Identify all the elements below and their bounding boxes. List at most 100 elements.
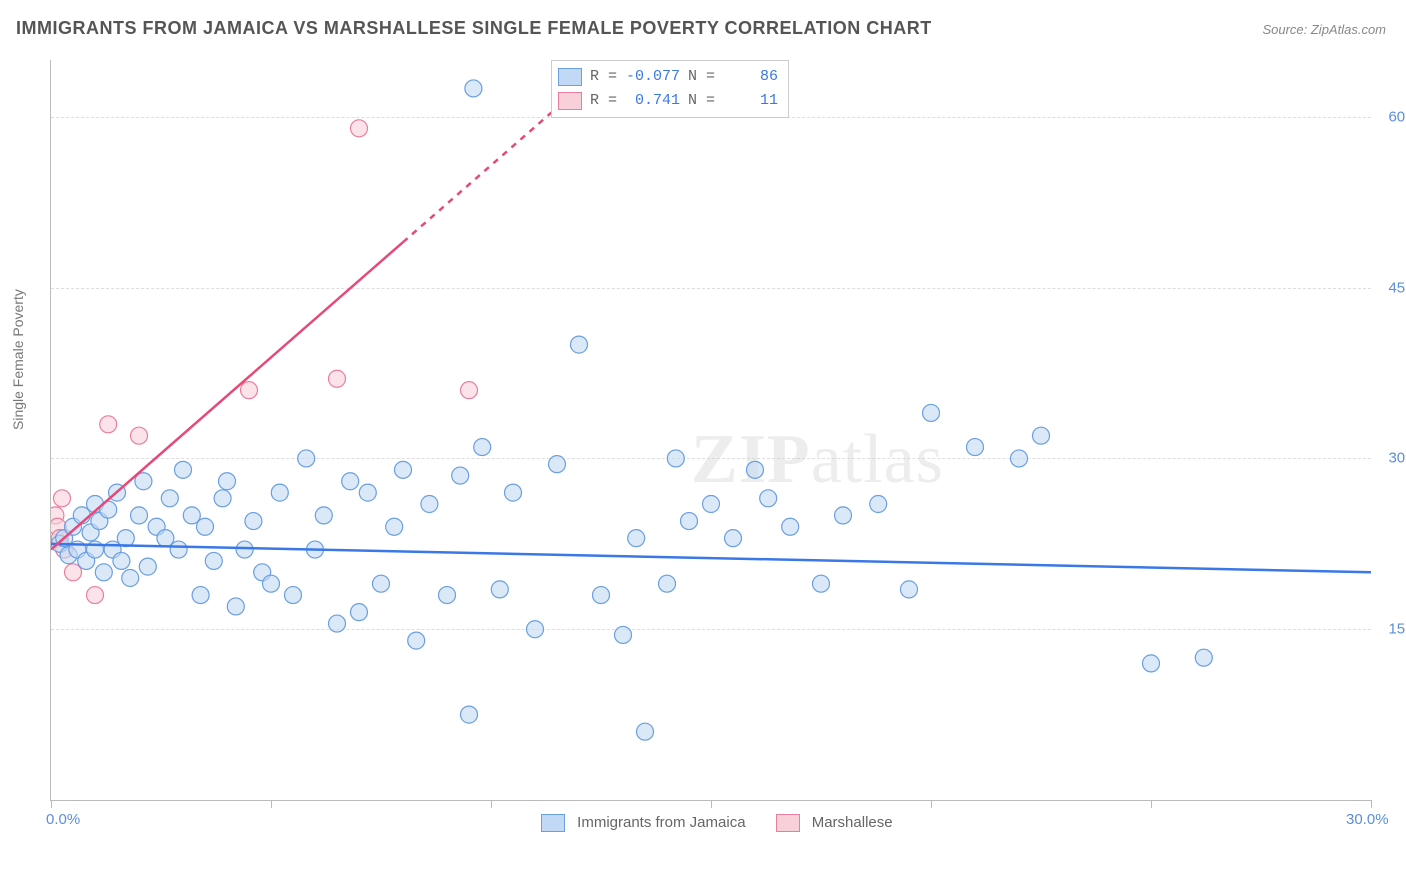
data-point [342, 473, 359, 490]
x-tick [711, 800, 712, 808]
scatter-svg [51, 60, 1371, 800]
x-tick [1371, 800, 1372, 808]
data-point [813, 575, 830, 592]
x-tick-label: 0.0% [46, 811, 80, 828]
data-point [329, 615, 346, 632]
data-point [870, 496, 887, 513]
bottom-legend: Immigrants from Jamaica Marshallese [541, 814, 893, 832]
data-point [923, 404, 940, 421]
data-point [95, 564, 112, 581]
plot-area: 15.0%30.0%45.0%60.0% ZIPatlas R = -0.077… [50, 60, 1371, 801]
data-point [1033, 427, 1050, 444]
n-value-marshallese: 11 [723, 89, 778, 113]
data-point [452, 467, 469, 484]
stats-swatch-jamaica [558, 68, 582, 86]
data-point [113, 552, 130, 569]
data-point [386, 518, 403, 535]
data-point [100, 416, 117, 433]
n-value-jamaica: 86 [723, 65, 778, 89]
data-point [659, 575, 676, 592]
stats-swatch-marshallese [558, 92, 582, 110]
legend-swatch-jamaica [541, 814, 565, 832]
data-point [131, 427, 148, 444]
data-point [461, 382, 478, 399]
data-point [681, 513, 698, 530]
data-point [175, 461, 192, 478]
x-tick [1151, 800, 1152, 808]
data-point [491, 581, 508, 598]
data-point [236, 541, 253, 558]
data-point [54, 490, 71, 507]
data-point [725, 530, 742, 547]
data-point [241, 382, 258, 399]
data-point [461, 706, 478, 723]
legend-label-marshallese: Marshallese [812, 814, 893, 831]
data-point [351, 120, 368, 137]
data-point [285, 587, 302, 604]
r-value-jamaica: -0.077 [625, 65, 680, 89]
data-point [122, 570, 139, 587]
data-point [760, 490, 777, 507]
data-point [395, 461, 412, 478]
data-point [549, 456, 566, 473]
stats-legend-box: R = -0.077 N = 86 R = 0.741 N = 11 [551, 60, 789, 118]
x-tick [491, 800, 492, 808]
n-label: N = [688, 65, 715, 89]
data-point [329, 370, 346, 387]
y-tick-label: 60.0% [1376, 108, 1406, 125]
y-axis-label: Single Female Poverty [10, 289, 26, 430]
trend-line [51, 544, 1371, 572]
data-point [615, 626, 632, 643]
data-point [87, 587, 104, 604]
data-point [527, 621, 544, 638]
data-point [667, 450, 684, 467]
data-point [747, 461, 764, 478]
data-point [637, 723, 654, 740]
data-point [161, 490, 178, 507]
data-point [170, 541, 187, 558]
data-point [703, 496, 720, 513]
data-point [351, 604, 368, 621]
data-point [474, 439, 491, 456]
data-point [1143, 655, 1160, 672]
x-tick [931, 800, 932, 808]
y-tick-label: 45.0% [1376, 279, 1406, 296]
data-point [359, 484, 376, 501]
y-tick-label: 30.0% [1376, 450, 1406, 467]
legend-label-jamaica: Immigrants from Jamaica [577, 814, 745, 831]
y-tick-label: 15.0% [1376, 621, 1406, 638]
x-tick-label: 30.0% [1346, 811, 1389, 828]
data-point [315, 507, 332, 524]
data-point [227, 598, 244, 615]
data-point [505, 484, 522, 501]
data-point [1011, 450, 1028, 467]
data-point [901, 581, 918, 598]
data-point [835, 507, 852, 524]
data-point [271, 484, 288, 501]
data-point [263, 575, 280, 592]
data-point [298, 450, 315, 467]
x-tick [51, 800, 52, 808]
data-point [967, 439, 984, 456]
chart-title: IMMIGRANTS FROM JAMAICA VS MARSHALLESE S… [16, 18, 932, 39]
data-point [465, 80, 482, 97]
data-point [245, 513, 262, 530]
data-point [593, 587, 610, 604]
data-point [205, 552, 222, 569]
n-label: N = [688, 89, 715, 113]
data-point [192, 587, 209, 604]
source-caption: Source: ZipAtlas.com [1262, 22, 1386, 37]
r-label: R = [590, 89, 617, 113]
data-point [628, 530, 645, 547]
data-point [373, 575, 390, 592]
data-point [571, 336, 588, 353]
data-point [1195, 649, 1212, 666]
data-point [131, 507, 148, 524]
r-value-marshallese: 0.741 [625, 89, 680, 113]
x-tick [271, 800, 272, 808]
data-point [421, 496, 438, 513]
data-point [439, 587, 456, 604]
data-point [197, 518, 214, 535]
r-label: R = [590, 65, 617, 89]
data-point [139, 558, 156, 575]
